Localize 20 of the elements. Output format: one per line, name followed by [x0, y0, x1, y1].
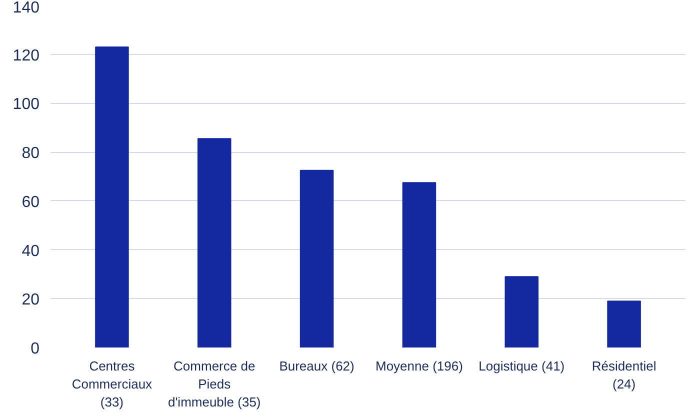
bar	[300, 170, 334, 348]
x-tick-label: Résidentiel (24)	[592, 358, 656, 392]
y-tick-label: 100	[12, 96, 40, 114]
y-tick-label: 20	[22, 292, 40, 309]
x-tick-label: Logistique (41)	[478, 358, 565, 374]
bar	[607, 300, 641, 348]
y-tick-label: 40	[22, 242, 40, 260]
bar	[402, 182, 436, 348]
y-tick-label: 60	[22, 194, 40, 211]
x-tick-label: Centres Commerciaux (33)	[72, 358, 153, 410]
y-tick-label: 120	[12, 47, 40, 64]
x-tick-label: Bureaux (62)	[279, 358, 354, 374]
bar	[504, 276, 539, 348]
y-tick-label: 0	[30, 340, 40, 358]
x-tick-label: Commerce de Pieds d'immeuble (35)	[168, 358, 261, 410]
y-tick-label: 140	[12, 0, 40, 16]
x-tick-label: Moyenne (196)	[375, 358, 463, 374]
bar	[95, 46, 129, 348]
bar	[197, 138, 232, 348]
y-tick-label: 80	[22, 145, 40, 162]
